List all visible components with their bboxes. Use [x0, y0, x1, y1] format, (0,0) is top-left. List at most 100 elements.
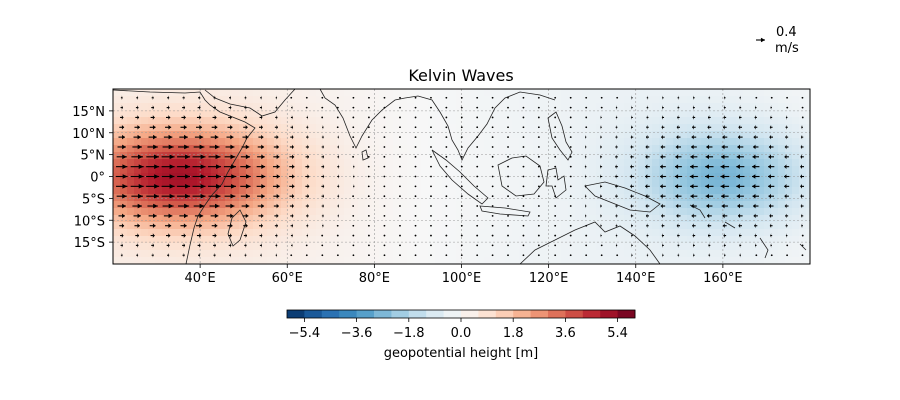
- wind-vector: [584, 203, 587, 209]
- wind-vector: [445, 234, 448, 237]
- wind-vector: [414, 205, 417, 207]
- wind-vector: [708, 243, 711, 248]
- wind-vector: [151, 243, 155, 248]
- wind-vector: [399, 234, 401, 237]
- quiver-key-arrow: [756, 37, 765, 43]
- wind-vector: [305, 254, 308, 257]
- wind-vector: [259, 223, 263, 229]
- wind-vector: [120, 243, 123, 248]
- wind-vector: [569, 205, 572, 207]
- wind-vector: [677, 252, 680, 258]
- wind-vector: [383, 96, 386, 99]
- wind-vector: [707, 124, 712, 130]
- wind-vector: [460, 175, 463, 178]
- wind-vector: [723, 243, 726, 248]
- wind-vector: [569, 96, 572, 99]
- wind-vector: [367, 146, 370, 148]
- colorbar-tick-label: 3.6: [555, 326, 576, 341]
- wind-vector: [430, 96, 432, 99]
- wind-vector: [383, 136, 386, 139]
- wind-vector: [399, 116, 401, 119]
- wind-vector: [491, 165, 494, 168]
- wind-vector: [476, 155, 479, 158]
- wind-vector: [290, 96, 293, 99]
- wind-vector: [305, 144, 309, 150]
- wind-vector: [213, 105, 216, 110]
- wind-vector: [228, 243, 232, 248]
- wind-vector: [306, 134, 309, 140]
- wind-vector: [162, 203, 174, 209]
- wind-vector: [507, 195, 509, 198]
- wind-vector: [800, 193, 804, 199]
- wind-vector: [739, 95, 741, 101]
- wind-vector: [554, 155, 557, 158]
- wind-vector: [646, 213, 649, 219]
- wind-vector: [491, 106, 494, 109]
- coastline-sulawesi: [545, 167, 567, 199]
- wind-vector: [151, 105, 155, 110]
- wind-vector: [321, 96, 324, 99]
- wind-vector: [272, 174, 280, 179]
- wind-vector: [554, 205, 557, 207]
- wind-vector: [705, 154, 714, 160]
- wind-vector: [368, 254, 370, 257]
- wind-vector: [537, 244, 540, 247]
- wind-vector: [662, 243, 664, 248]
- wind-vector: [291, 105, 293, 110]
- wind-vector: [414, 175, 417, 178]
- wind-vector: [149, 223, 156, 229]
- wind-vector: [739, 233, 742, 238]
- wind-vector: [554, 146, 557, 148]
- wind-vector: [537, 224, 540, 227]
- wind-vector: [226, 213, 234, 219]
- wind-vector: [739, 252, 741, 258]
- wind-vector: [801, 96, 804, 99]
- wind-vector: [211, 223, 218, 229]
- wind-vector: [507, 106, 509, 109]
- wind-vector: [569, 155, 572, 158]
- wind-vector: [337, 174, 340, 179]
- wind-vector: [289, 164, 295, 169]
- wind-vector: [336, 126, 339, 129]
- wind-vector: [677, 105, 680, 110]
- wind-vector: [162, 144, 174, 150]
- wind-vector: [161, 164, 175, 169]
- wind-vector: [754, 243, 757, 248]
- wind-vector: [290, 134, 294, 140]
- quiver-key-vector: [756, 37, 765, 43]
- wind-vector: [615, 243, 618, 248]
- lon-tick-label: 100°E: [442, 271, 482, 286]
- wind-vector: [257, 154, 265, 160]
- wind-vector: [177, 193, 191, 199]
- wind-vector: [522, 244, 525, 247]
- wind-vector: [476, 185, 479, 188]
- wind-vector: [430, 195, 432, 198]
- colorbar-swatch: [461, 310, 479, 318]
- wind-vector: [721, 203, 728, 209]
- wind-vector: [631, 252, 633, 258]
- wind-vector: [693, 252, 695, 258]
- wind-vector: [180, 223, 187, 229]
- wind-vector: [352, 136, 355, 139]
- wind-vector: [476, 254, 479, 257]
- wind-vector: [522, 195, 525, 198]
- wind-vector: [785, 124, 788, 130]
- wind-vector: [352, 126, 355, 129]
- wind-vector: [305, 96, 308, 99]
- wind-vector: [241, 144, 250, 150]
- wind-vector: [584, 164, 587, 169]
- wind-vector: [507, 126, 509, 129]
- wind-vector: [337, 154, 340, 160]
- wind-vector: [674, 174, 682, 179]
- wind-vector: [537, 195, 540, 198]
- wind-vector: [161, 154, 175, 160]
- wind-vector: [522, 106, 525, 109]
- wind-vector: [134, 223, 140, 229]
- wind-vector: [367, 214, 370, 217]
- wind-vector: [208, 164, 222, 169]
- colorbar-swatch: [478, 310, 497, 318]
- wind-vector: [135, 243, 139, 248]
- wind-vector: [151, 252, 154, 258]
- wind-vector: [661, 233, 665, 238]
- wind-vector: [257, 203, 265, 209]
